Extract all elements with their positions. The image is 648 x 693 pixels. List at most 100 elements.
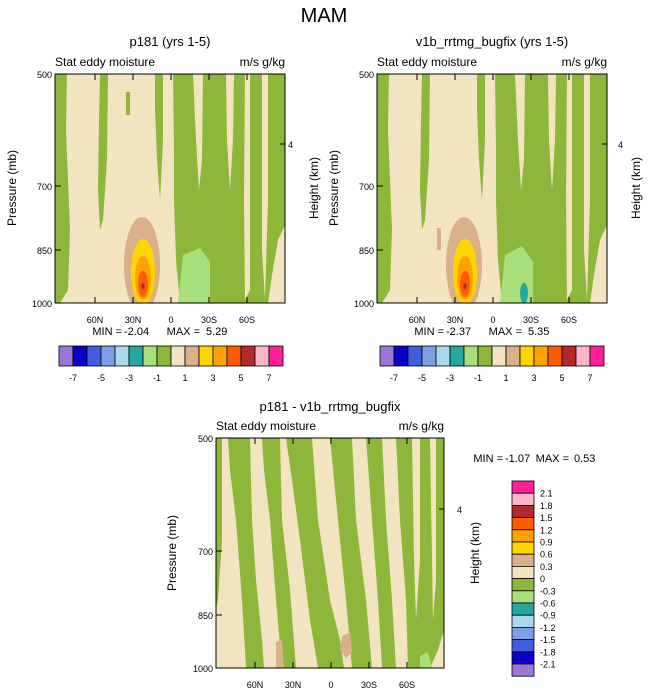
panel-1-cb-tick--5: -5 — [97, 373, 105, 383]
panel-2-cb-tick-1: 1 — [503, 373, 508, 383]
panel-1-light-band-3 — [244, 74, 250, 300]
colorbar-tick-label: -2.1 — [540, 660, 556, 670]
panel-3-green-band-2 — [262, 438, 296, 668]
panel-2-colorbar — [379, 345, 605, 367]
colorbar-swatch — [511, 529, 535, 543]
panel-3-min-value: -1.07 — [505, 453, 530, 465]
panel-2-title: v1b_rrtmg_bugfix (yrs 1-5) — [416, 34, 568, 49]
panel-1-frame — [54, 73, 286, 304]
colorbar-swatch — [511, 578, 535, 592]
panel-1-y-axis — [55, 73, 285, 304]
colorbar-swatch — [72, 345, 88, 367]
panel-3-xtick-60n: 60N — [247, 680, 264, 690]
colorbar-swatch — [511, 663, 535, 677]
panel-1-max-value: 5.29 — [206, 326, 227, 338]
panel-3-tan-spot-1 — [340, 632, 352, 658]
panel-2-ytick-850: 850 — [359, 246, 374, 256]
panel-3-max-value: 0.53 — [574, 453, 595, 465]
panel-1-ylabel-right: Height (km) — [307, 157, 321, 219]
panel-1-cb-tick-1: 1 — [182, 373, 187, 383]
panel-3-title: p181 - v1b_rrtmg_bugfix — [260, 399, 401, 414]
panel-1-xtick-60s: 60S — [239, 315, 255, 325]
panel-2-light-band-2 — [548, 74, 556, 190]
panel-2-x-axis — [416, 74, 570, 303]
panel-2-tan-spot — [437, 228, 441, 250]
colorbar-tick-label: 2.1 — [540, 489, 553, 499]
panel-3-colorbar: 2.1 1.8 1.5 1.2 0.9 0.6 0.3 0 -0.3 -0.6 -0.9 -1.2 -1… — [511, 480, 556, 677]
colorbar-tick-label: 1.5 — [540, 513, 553, 523]
panel-3: p181 - v1b_rrtmg_bugfix Stat eddy moistu… — [165, 399, 595, 690]
panel-2-teal-contour — [520, 283, 528, 303]
colorbar-swatch — [511, 553, 535, 567]
colorbar-tick-label: -0.6 — [540, 599, 556, 609]
panel-1-min-value: -2.04 — [124, 326, 149, 338]
panel-2-dark-red-contour — [463, 283, 467, 289]
colorbar-swatch — [142, 345, 158, 367]
panel-2-ylabel: Pressure (mb) — [327, 150, 341, 226]
panel-2-max-label: MAX = — [489, 326, 522, 338]
panel-2: v1b_rrtmg_bugfix (yrs 1-5) Stat eddy moi… — [327, 34, 643, 383]
panel-3-xtick-0: 0 — [328, 680, 333, 690]
panel-2-xtick-0: 0 — [490, 315, 495, 325]
panel-1-light-band-1 — [193, 74, 203, 190]
colorbar-swatch — [491, 345, 507, 367]
panel-1-ytick-1000: 1000 — [32, 299, 52, 309]
colorbar-tick-label: -1.2 — [540, 623, 556, 633]
panel-3-xtick-30s: 30S — [361, 680, 377, 690]
panel-1-right-subtitle: m/s g/kg — [240, 55, 285, 69]
panel-1-title: p181 (yrs 1-5) — [130, 34, 211, 49]
panel-1-ytick-850: 850 — [37, 246, 52, 256]
panel-1-ytick-700: 700 — [37, 182, 52, 192]
colorbar-swatch — [254, 345, 270, 367]
panel-3-ytick-500: 500 — [198, 434, 213, 444]
panel-1-xtick-30n: 30N — [125, 315, 142, 325]
panel-2-green-band-1 — [420, 74, 430, 230]
panel-3-xtick-30n: 30N — [285, 680, 302, 690]
colorbar-swatch — [511, 627, 535, 641]
panel-1-cb-tick-5: 5 — [238, 373, 243, 383]
panel-1-cb-tick--7: -7 — [69, 373, 77, 383]
panel-2-light-band-3 — [566, 74, 572, 300]
panel-2-cb-tick-3: 3 — [531, 373, 536, 383]
panel-3-min-label: MIN = — [473, 453, 503, 465]
colorbar-swatch — [511, 480, 535, 494]
panel-1-colorbar — [58, 345, 284, 367]
colorbar-swatch — [575, 345, 591, 367]
panel-2-ylabel-right: Height (km) — [629, 157, 643, 219]
panel-3-ylabel-right: Height (km) — [468, 522, 482, 584]
panel-1-xtick-30s: 30S — [201, 315, 217, 325]
panel-1-ytick-right-4: 4 — [288, 140, 293, 150]
colorbar-swatch — [198, 345, 214, 367]
panel-2-min-value: -2.37 — [446, 326, 471, 338]
panel-1-green-band-2 — [155, 74, 163, 200]
colorbar-swatch — [226, 345, 242, 367]
panel-2-cb-tick--5: -5 — [418, 373, 426, 383]
colorbar-swatch — [86, 345, 102, 367]
panel-2-green-band-2 — [477, 74, 485, 200]
panel-1-xtick-60n: 60N — [87, 315, 104, 325]
panel-1-ylabel: Pressure (mb) — [5, 150, 19, 226]
colorbar-swatch — [435, 345, 451, 367]
panel-3-green-band-4 — [330, 438, 372, 668]
panel-2-ytick-1000: 1000 — [354, 299, 374, 309]
panel-3-green-band-west — [216, 438, 222, 610]
panel-3-frame — [215, 437, 445, 669]
colorbar-swatch — [511, 651, 535, 665]
panel-3-ytick-1000: 1000 — [193, 664, 213, 674]
panel-1-cb-tick-3: 3 — [210, 373, 215, 383]
panel-3-x-axis — [254, 438, 408, 668]
panel-2-xtick-30s: 30S — [523, 315, 539, 325]
panel-2-ytick-right-4: 4 — [618, 140, 623, 150]
panel-1-cb-tick--1: -1 — [153, 373, 161, 383]
panel-1-dark-red-contour — [141, 283, 145, 289]
colorbar-swatch — [511, 492, 535, 506]
panel-3-y-axis — [216, 437, 444, 669]
panel-2-xtick-30n: 30N — [447, 315, 464, 325]
colorbar-swatch — [589, 345, 605, 367]
colorbar-swatch — [533, 345, 549, 367]
panel-1-light-band-4 — [262, 74, 268, 300]
panel-1-max-label: MAX = — [167, 326, 200, 338]
panel-2-left-subtitle: Stat eddy moisture — [377, 55, 477, 69]
panel-1-x-axis — [94, 74, 248, 303]
